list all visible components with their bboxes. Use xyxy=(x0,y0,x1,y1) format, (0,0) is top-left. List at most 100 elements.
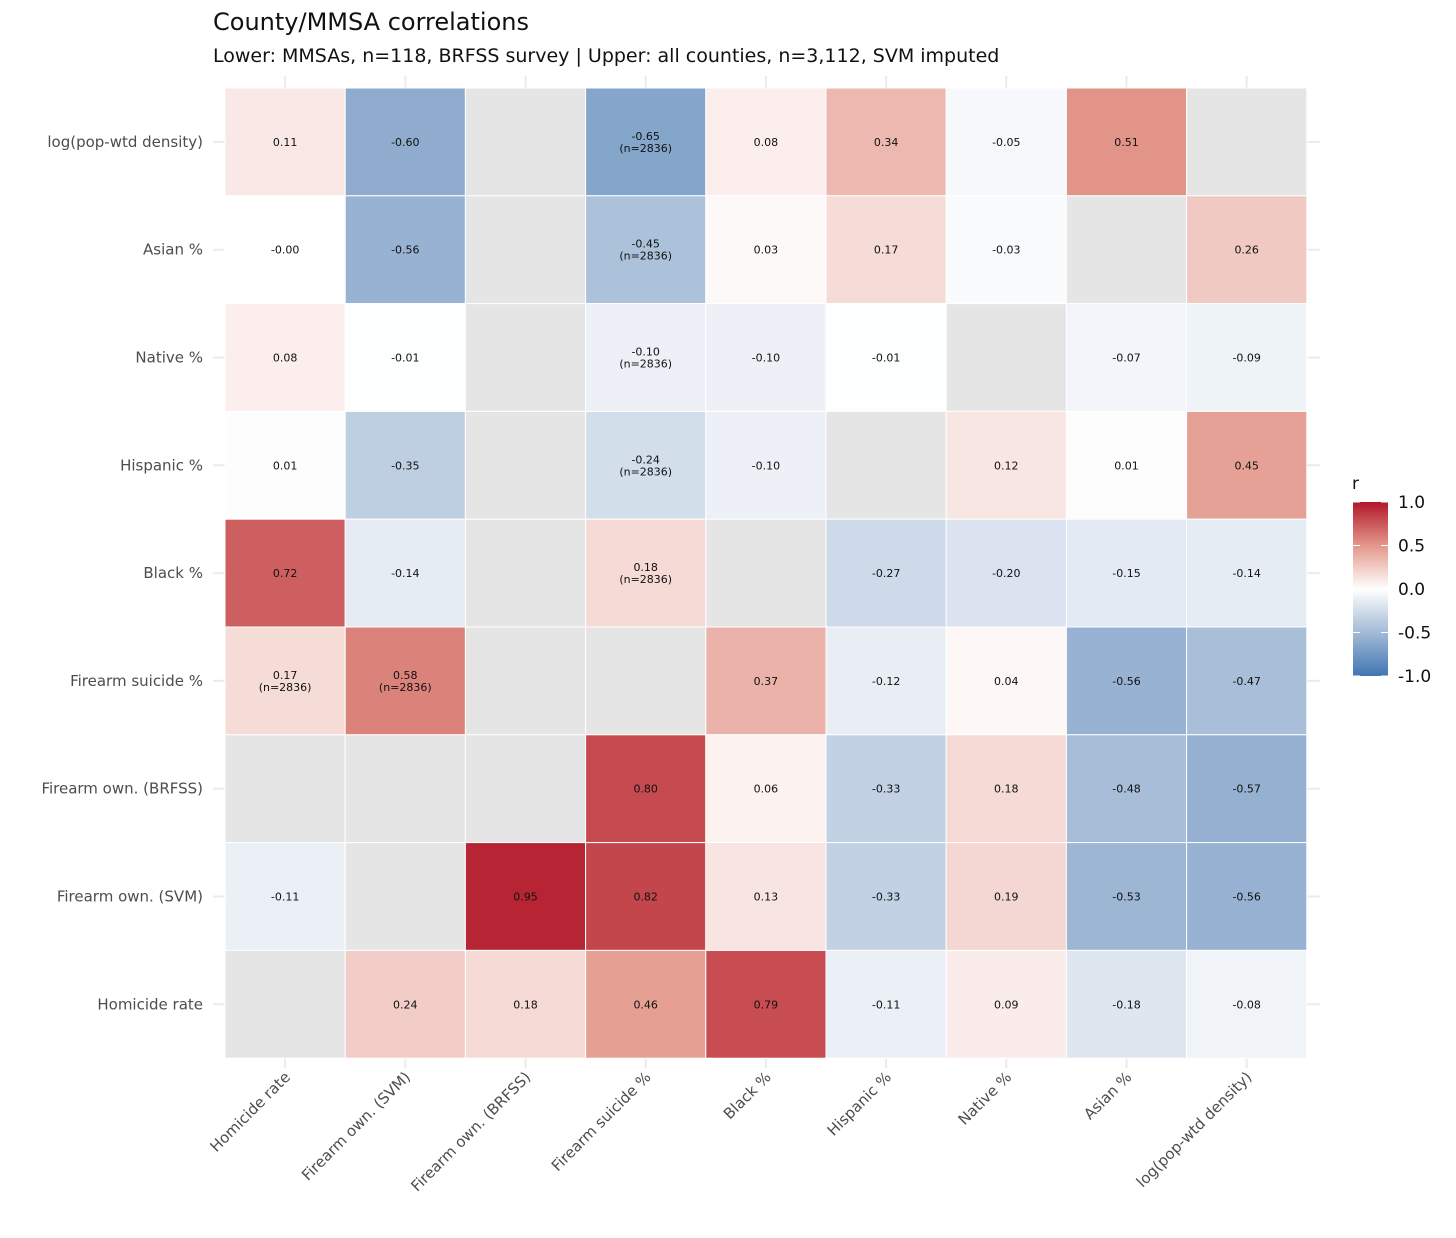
cell-value-label: 0.79 xyxy=(754,998,779,1011)
cell-value-label: 0.51 xyxy=(1114,136,1139,149)
legend-tick-label: -1.0 xyxy=(1398,667,1431,687)
x-tick-label: Black % xyxy=(720,1068,775,1123)
heatmap-cell xyxy=(705,87,827,197)
heatmap-cell xyxy=(464,87,587,197)
cell-value-label: -0.01 xyxy=(872,352,900,365)
heatmap-cell xyxy=(1186,303,1308,412)
cell-value-label: -0.00 xyxy=(271,244,299,257)
cell-value-label: 0.24 xyxy=(393,998,418,1011)
cell-value-label: -0.27 xyxy=(872,567,900,580)
heatmap-cell xyxy=(825,949,947,1059)
cell-value-label: -0.56 xyxy=(391,244,419,257)
heatmap-cell xyxy=(1186,410,1308,520)
heatmap-cell xyxy=(1186,87,1308,197)
heatmap-cell xyxy=(1065,626,1188,736)
heatmap-cell xyxy=(825,410,947,520)
cell-value-label: 0.18 xyxy=(994,783,1019,796)
cell-value-label: 0.45 xyxy=(1234,459,1259,472)
cell-value-label: -0.53 xyxy=(1112,891,1140,904)
cell-n-note: (n=2836) xyxy=(259,681,312,694)
heatmap-cell xyxy=(825,626,947,736)
y-tick-label: Firearm own. (SVM) xyxy=(57,888,203,906)
cell-value-label: -0.65 xyxy=(631,130,659,143)
legend-tick-label: -0.5 xyxy=(1398,624,1431,644)
cell-value-label: 0.80 xyxy=(633,783,658,796)
cell-value-label: 0.37 xyxy=(754,675,779,688)
cell-value-label: 0.58 xyxy=(393,669,418,682)
heatmap-cell xyxy=(464,949,587,1059)
cell-value-label: -0.57 xyxy=(1232,783,1260,796)
cell-n-note: (n=2836) xyxy=(619,250,672,263)
cell-value-label: -0.47 xyxy=(1232,675,1260,688)
cell-value-label: 0.08 xyxy=(273,352,298,365)
cell-value-label: 0.09 xyxy=(994,998,1019,1011)
y-tick-label: Black % xyxy=(143,564,203,582)
heatmap-cell xyxy=(464,195,587,305)
cell-value-label: 0.18 xyxy=(513,998,538,1011)
heatmap-cell xyxy=(705,410,827,520)
cell-value-label: -0.18 xyxy=(1112,998,1140,1011)
cell-n-note: (n=2836) xyxy=(619,573,672,586)
heatmap-cell xyxy=(705,518,827,628)
y-axis-labels: log(pop-wtd density) Asian % Native % Hispa… xyxy=(41,133,203,1013)
heatmap-cell xyxy=(464,842,587,951)
heatmap-cell xyxy=(464,303,587,412)
cell-value-label: 0.19 xyxy=(994,891,1019,904)
legend-title: r xyxy=(1352,474,1359,494)
y-tick-label: log(pop-wtd density) xyxy=(47,133,203,151)
legend-tick-label: 0.0 xyxy=(1398,580,1425,600)
heatmap-cell xyxy=(705,842,827,951)
cell-value-label: 0.82 xyxy=(633,891,658,904)
y-tick-label: Firearm suicide % xyxy=(70,672,203,690)
cell-n-note: (n=2836) xyxy=(619,465,672,478)
heatmap-cell xyxy=(464,734,587,844)
cell-value-label: -0.56 xyxy=(1232,891,1260,904)
heatmap-cell xyxy=(585,518,707,628)
cell-value-label: -0.11 xyxy=(872,998,900,1011)
cell-value-label: -0.24 xyxy=(631,453,659,466)
heatmap-cell xyxy=(1186,626,1308,736)
heatmap-cell xyxy=(945,626,1067,736)
heatmap-cell xyxy=(945,410,1067,520)
color-legend: r 1.0 0.5 0.0 -0.5 -1.0 xyxy=(1352,474,1431,687)
x-tick-label: Asian % xyxy=(1080,1068,1135,1123)
cell-value-label: -0.07 xyxy=(1112,352,1140,365)
cell-value-label: -0.45 xyxy=(631,238,659,251)
y-tick-label: Firearm own. (BRFSS) xyxy=(41,780,203,798)
x-tick-label: Firearm own. (SVM) xyxy=(298,1068,414,1184)
heatmap-cell xyxy=(1186,949,1308,1059)
cell-value-label: -0.33 xyxy=(872,891,900,904)
heatmap-cell xyxy=(344,87,466,197)
cell-value-label: -0.35 xyxy=(391,459,419,472)
heatmap-cell xyxy=(585,734,707,844)
cell-value-label: -0.05 xyxy=(992,136,1020,149)
heatmap-cell xyxy=(1065,842,1188,951)
heatmap-cell xyxy=(224,518,346,628)
y-tick-label: Hispanic % xyxy=(120,456,203,474)
heatmap-cell xyxy=(945,949,1067,1059)
heatmap-cell xyxy=(945,303,1067,412)
heatmap-cell xyxy=(1186,734,1308,844)
heatmap-cell xyxy=(825,518,947,628)
heatmap-cell xyxy=(1186,195,1308,305)
heatmap-cell xyxy=(945,734,1067,844)
chart-title: County/MMSA correlations xyxy=(213,8,529,36)
cell-value-label: 0.18 xyxy=(633,561,658,574)
cell-n-note: (n=2836) xyxy=(619,142,672,155)
cell-value-label: 0.13 xyxy=(754,891,779,904)
cell-value-label: 0.46 xyxy=(633,998,658,1011)
heatmap-cell xyxy=(585,949,707,1059)
cell-value-label: -0.03 xyxy=(992,244,1020,257)
heatmap-cell xyxy=(825,87,947,197)
cell-value-label: 0.01 xyxy=(1114,459,1139,472)
heatmap-cell xyxy=(1065,518,1188,628)
cell-value-label: -0.48 xyxy=(1112,783,1140,796)
x-tick-label: log(pop-wtd density) xyxy=(1133,1068,1256,1191)
heatmap-cells: 0.11 -0.60 -0.65(n=2836) 0.08 0.34 -0.05 0.51-… xyxy=(224,87,1308,1059)
heatmap-cell xyxy=(224,410,346,520)
heatmap-cell xyxy=(585,87,707,197)
heatmap-cell xyxy=(825,195,947,305)
cell-value-label: 0.11 xyxy=(273,136,298,149)
cell-value-label: -0.11 xyxy=(271,891,299,904)
